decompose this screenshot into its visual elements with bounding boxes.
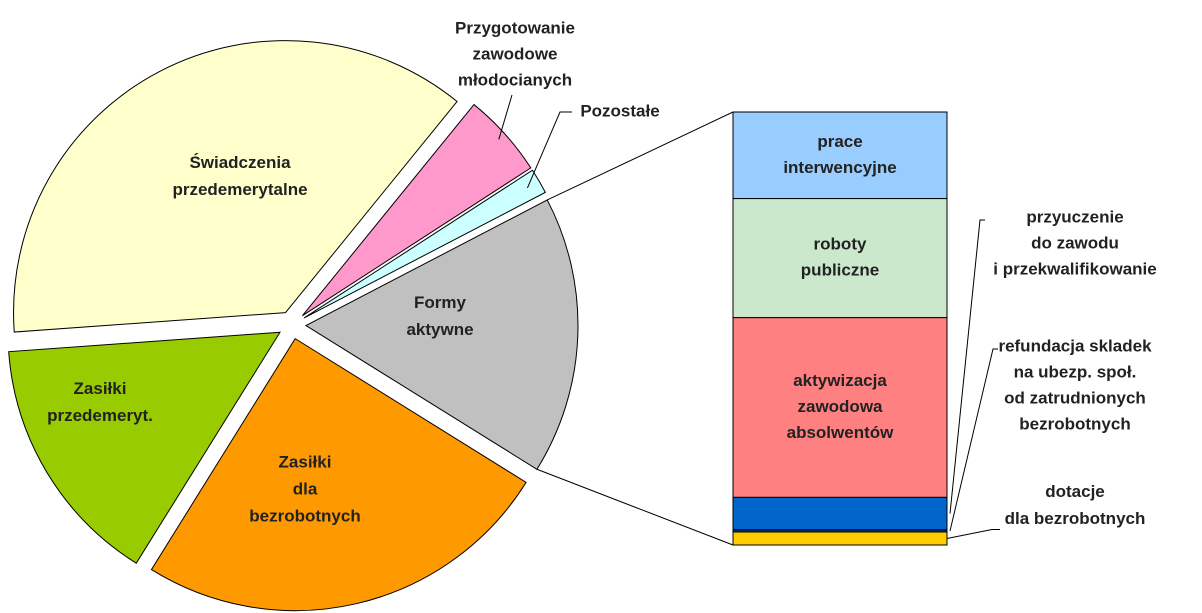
pie-slice [13, 40, 458, 333]
label: bezrobotnych [1019, 414, 1130, 433]
pie-slice [304, 199, 579, 470]
pie-slice [150, 337, 527, 612]
label: Przygotowanie [455, 18, 575, 37]
label: absolwentów [787, 423, 895, 442]
label: publiczne [801, 261, 879, 280]
bar-segment [732, 111, 948, 200]
bar-segment [732, 198, 948, 319]
label: przedemerytalne [172, 180, 307, 199]
pie-slice [8, 331, 281, 564]
label: Formy [414, 293, 467, 312]
label: bezrobotnych [249, 506, 360, 525]
label: Pozostałe [580, 101, 659, 120]
label: refundacja skladek [998, 336, 1152, 355]
label: dotacje [1045, 482, 1105, 501]
label: dla [293, 479, 318, 498]
label: przyuczenie [1026, 207, 1123, 226]
label: na ubezp. społ. [1014, 362, 1137, 381]
label: do zawodu [1031, 233, 1119, 252]
label: Zasiłki [74, 379, 127, 398]
leader-line [526, 111, 572, 189]
connector [536, 468, 734, 546]
label: roboty [814, 235, 867, 254]
leader-line [498, 94, 513, 140]
pie-slice [303, 169, 547, 319]
label: prace [817, 132, 862, 151]
bar-segment [732, 496, 948, 531]
pie-slice [302, 103, 532, 317]
label: młodocianych [458, 70, 572, 89]
leader-line [949, 219, 985, 514]
label: Zasiłki [279, 452, 332, 471]
label: interwencyjne [783, 158, 896, 177]
label: aktywne [406, 320, 473, 339]
label: i przekwalifikowanie [993, 259, 1156, 278]
bar-segment [732, 531, 948, 546]
label: zawodowa [797, 397, 883, 416]
label: aktywizacja [793, 371, 887, 390]
connector [547, 111, 734, 201]
label: od zatrudnionych [1004, 388, 1146, 407]
bar-segment [732, 317, 948, 498]
label: dla bezrobotnych [1005, 509, 1146, 528]
label: Świadczenia [189, 153, 291, 172]
leader-line [946, 529, 1000, 539]
leader-line [949, 348, 998, 532]
label: zawodowe [472, 44, 557, 63]
label: przedemeryt. [47, 406, 153, 425]
